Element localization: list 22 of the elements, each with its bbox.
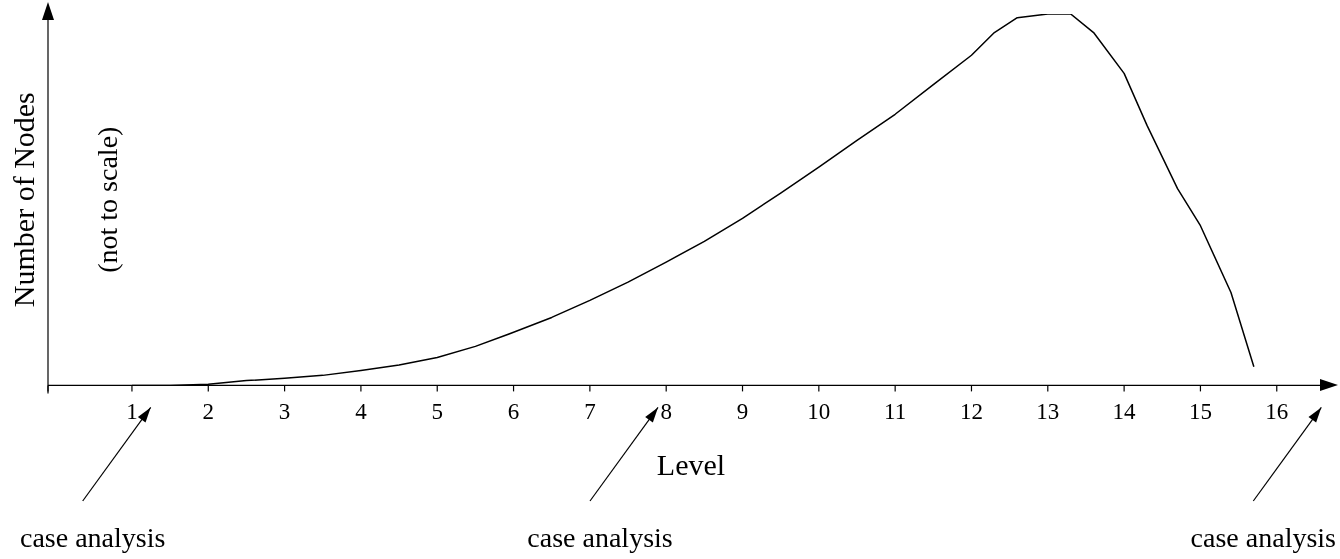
x-tick-label: 11 <box>884 399 907 425</box>
x-tick-label: 8 <box>660 399 672 425</box>
y-axis-title: Number of Nodes <box>6 92 40 308</box>
x-tick-label: 16 <box>1265 399 1289 425</box>
x-tick-label: 3 <box>278 399 291 425</box>
x-tick-label: 9 <box>736 399 749 425</box>
annotation: (not to scale) <box>92 126 124 273</box>
x-tick-label: 12 <box>959 399 983 425</box>
x-tick-label: 15 <box>1188 399 1212 425</box>
text: case analysis <box>1190 522 1336 553</box>
x-tick-label: 6 <box>507 399 520 425</box>
x-tick-label: 4 <box>355 399 368 425</box>
x-tick-label: 5 <box>431 399 443 425</box>
x-axis-title: Level <box>656 447 726 481</box>
x-tick-label: 2 <box>202 399 215 425</box>
text: case analysis <box>20 522 166 553</box>
x-tick-label: 13 <box>1036 399 1060 425</box>
x-tick-label: 7 <box>584 399 596 425</box>
x-tick-label: 14 <box>1112 399 1137 425</box>
x-tick-label: 10 <box>807 399 831 425</box>
text: case analysis <box>527 522 673 553</box>
x-tick-label: 1 <box>126 399 138 425</box>
